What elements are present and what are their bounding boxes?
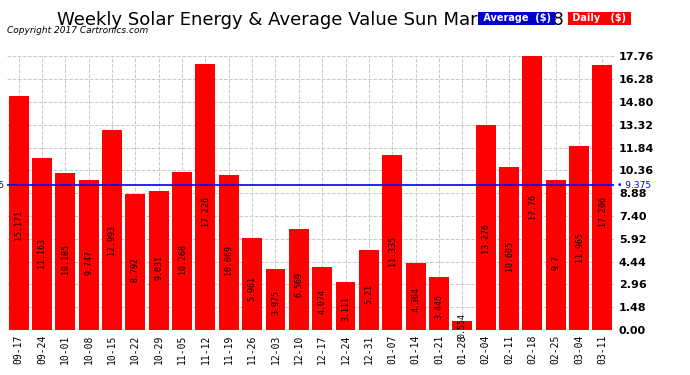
Bar bbox=[335, 282, 355, 330]
Bar bbox=[79, 180, 99, 330]
Text: Weekly Solar Energy & Average Value Sun Mar 12 18:48: Weekly Solar Energy & Average Value Sun … bbox=[57, 11, 564, 29]
Bar bbox=[499, 166, 519, 330]
Bar bbox=[172, 172, 192, 330]
Text: 5.21: 5.21 bbox=[364, 284, 373, 304]
Text: 9.747: 9.747 bbox=[84, 250, 93, 275]
Text: 8.792: 8.792 bbox=[131, 256, 140, 282]
Bar bbox=[475, 125, 495, 330]
Bar bbox=[522, 56, 542, 330]
Text: 0.554: 0.554 bbox=[457, 313, 467, 338]
Bar bbox=[195, 64, 215, 330]
Text: Daily   ($): Daily ($) bbox=[569, 13, 630, 23]
Text: 10.069: 10.069 bbox=[224, 245, 233, 275]
Text: Copyright 2017 Cartronics.com: Copyright 2017 Cartronics.com bbox=[7, 26, 148, 35]
Text: 4.364: 4.364 bbox=[411, 287, 420, 312]
Text: 12.993: 12.993 bbox=[108, 225, 117, 255]
Text: 3.111: 3.111 bbox=[341, 296, 350, 321]
Bar bbox=[313, 267, 332, 330]
Text: 11.163: 11.163 bbox=[37, 238, 46, 268]
Bar bbox=[149, 191, 168, 330]
Bar bbox=[102, 130, 122, 330]
Bar bbox=[266, 269, 286, 330]
Text: 5.961: 5.961 bbox=[248, 276, 257, 301]
Text: 11.335: 11.335 bbox=[388, 236, 397, 266]
Text: 10.605: 10.605 bbox=[504, 242, 513, 272]
Bar bbox=[219, 175, 239, 330]
Bar bbox=[289, 229, 308, 330]
Bar bbox=[429, 277, 449, 330]
Text: 3.975: 3.975 bbox=[271, 290, 280, 315]
Text: 17.206: 17.206 bbox=[598, 196, 607, 226]
Text: 10.268: 10.268 bbox=[177, 244, 186, 274]
Text: 6.569: 6.569 bbox=[295, 272, 304, 297]
Text: 17.76: 17.76 bbox=[528, 194, 537, 219]
Bar bbox=[359, 250, 379, 330]
Text: 17.226: 17.226 bbox=[201, 195, 210, 225]
Text: 9.031: 9.031 bbox=[154, 255, 164, 280]
Bar bbox=[453, 321, 472, 330]
Bar bbox=[406, 263, 426, 330]
Bar bbox=[593, 65, 612, 330]
Bar bbox=[32, 158, 52, 330]
Text: • 9.375: • 9.375 bbox=[0, 181, 4, 190]
Text: 13.276: 13.276 bbox=[481, 223, 490, 253]
Bar bbox=[546, 180, 566, 330]
Text: 10.185: 10.185 bbox=[61, 244, 70, 274]
Text: 3.445: 3.445 bbox=[435, 294, 444, 319]
Text: 15.171: 15.171 bbox=[14, 210, 23, 240]
Text: Average  ($): Average ($) bbox=[480, 13, 554, 23]
Bar bbox=[126, 195, 146, 330]
Text: 11.965: 11.965 bbox=[575, 232, 584, 262]
Bar bbox=[382, 155, 402, 330]
Bar bbox=[242, 238, 262, 330]
Bar bbox=[9, 96, 28, 330]
Bar bbox=[55, 173, 75, 330]
Text: 4.074: 4.074 bbox=[317, 289, 326, 314]
Text: • 9.375: • 9.375 bbox=[617, 181, 651, 190]
Text: 9.7: 9.7 bbox=[551, 255, 560, 270]
Bar bbox=[569, 146, 589, 330]
